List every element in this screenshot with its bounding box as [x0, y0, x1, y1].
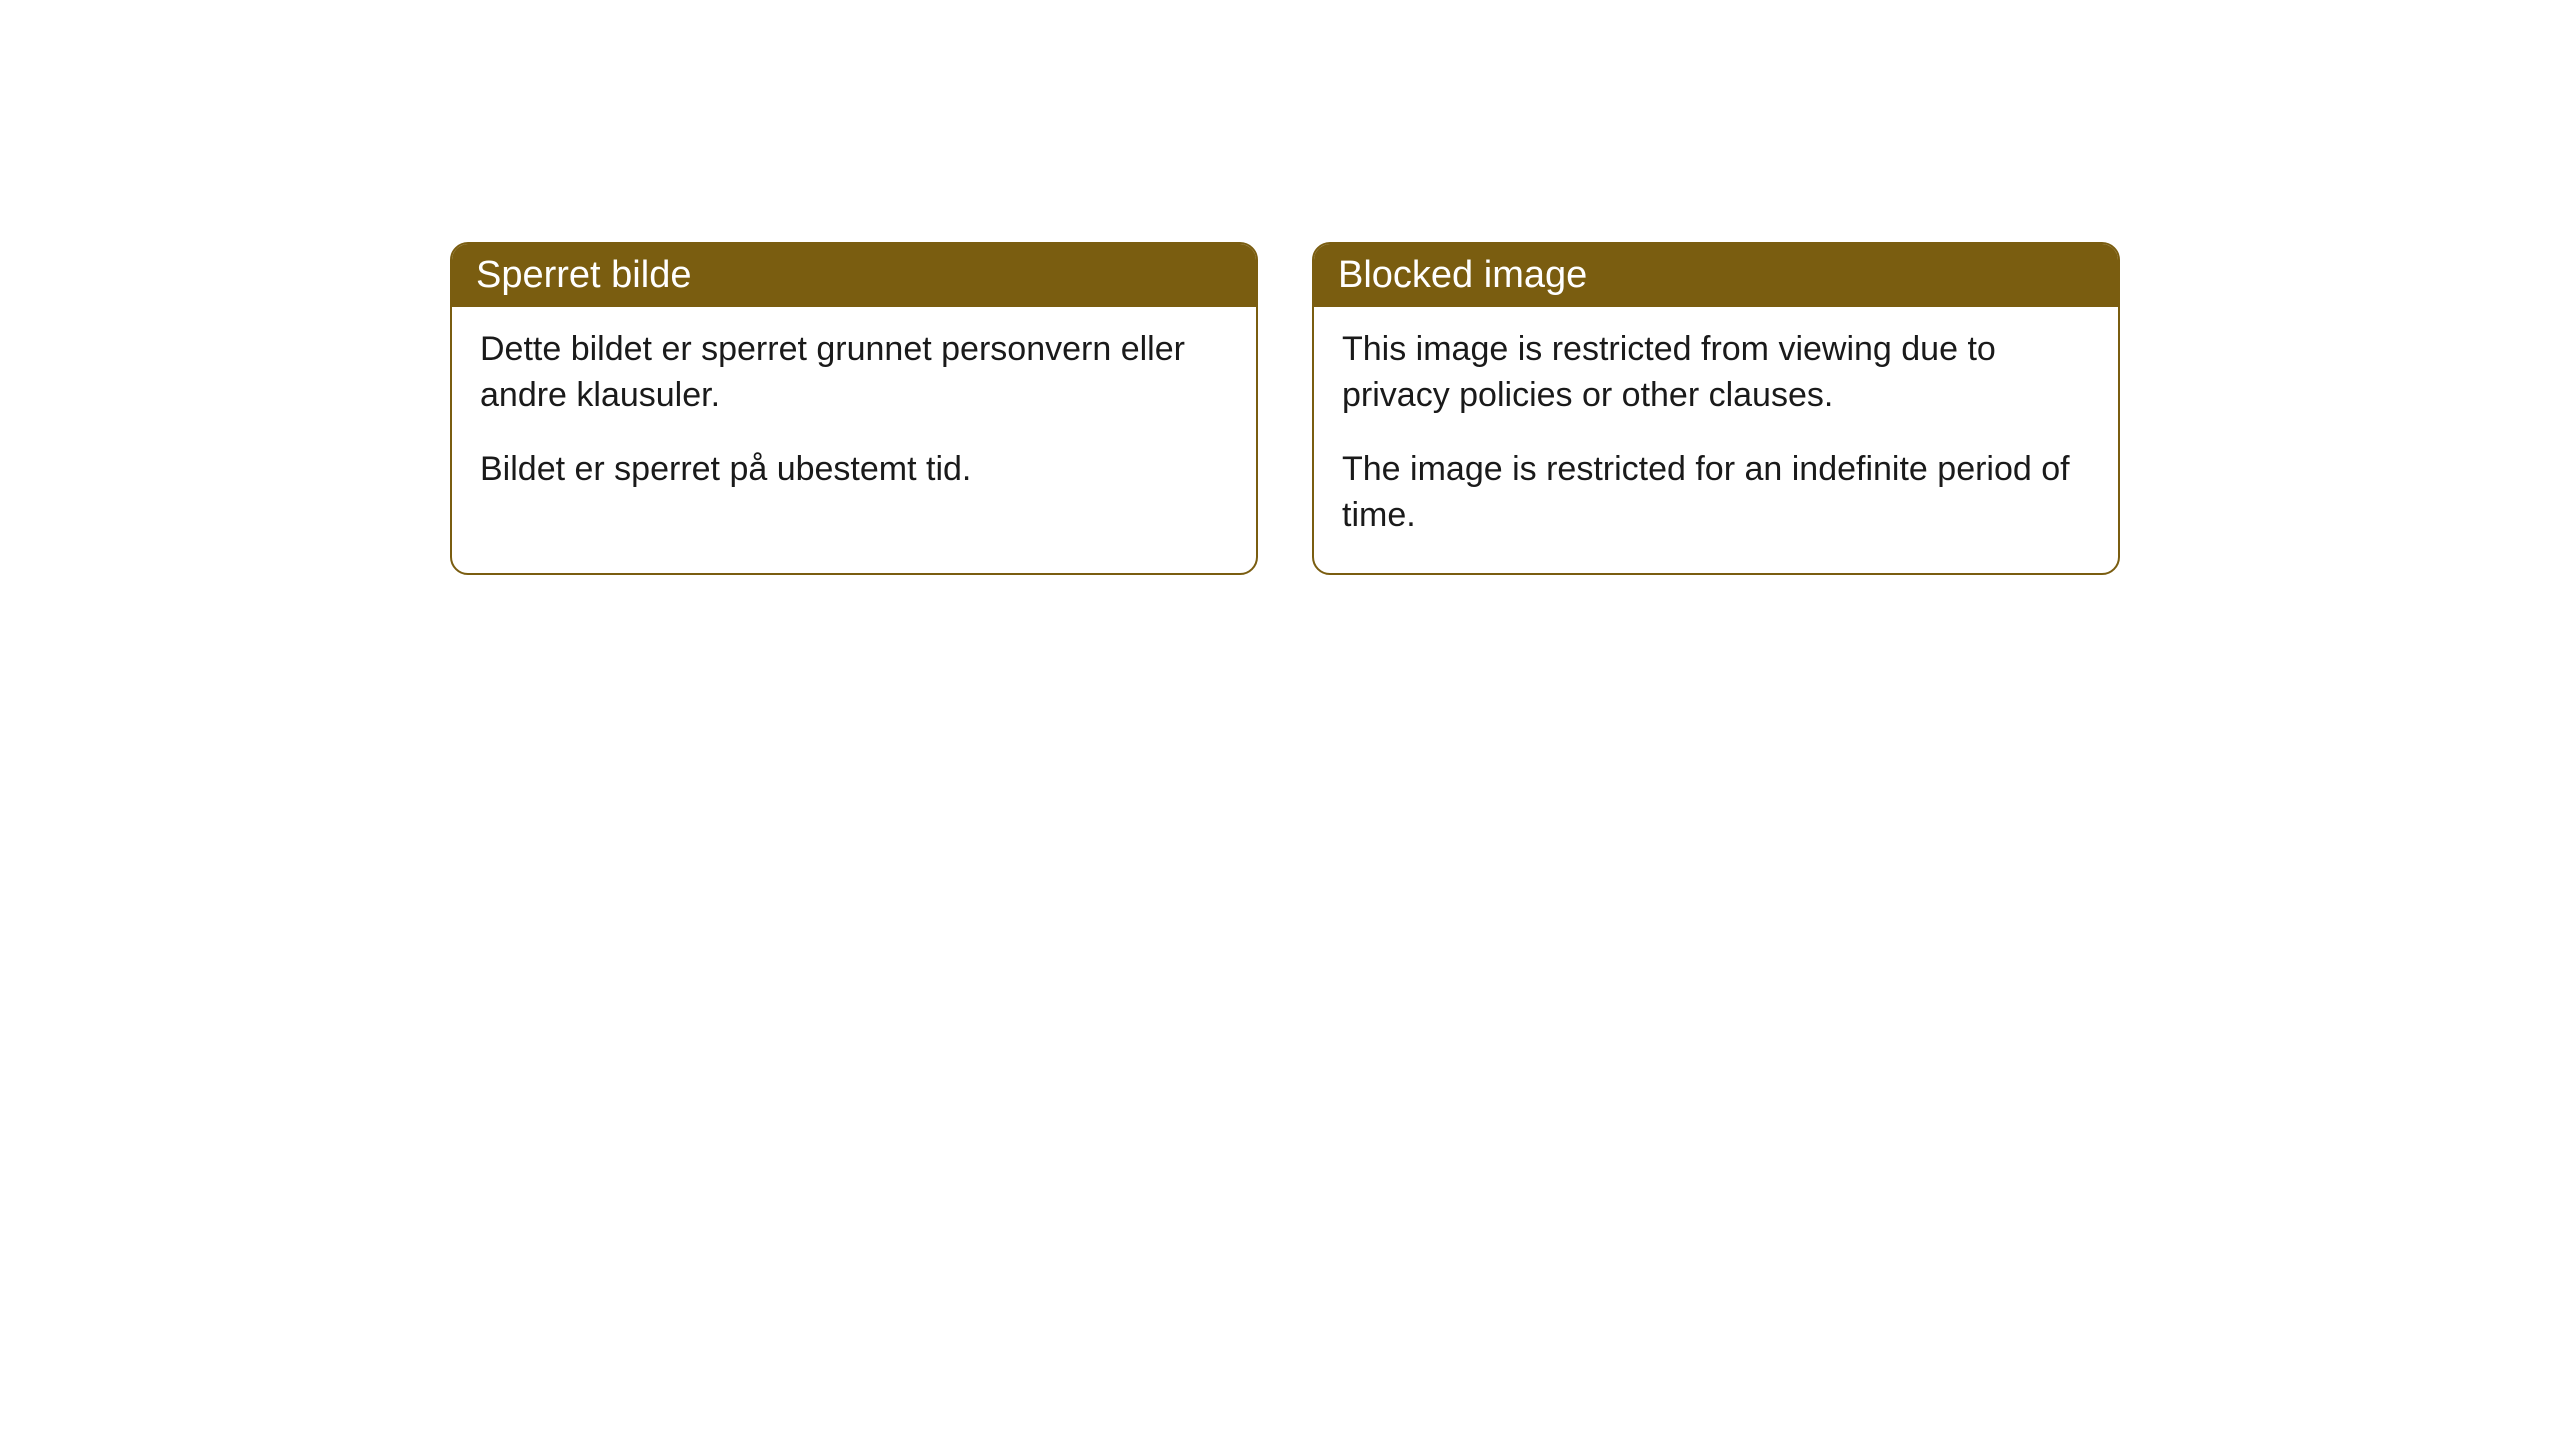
- cards-container: Sperret bilde Dette bildet er sperret gr…: [450, 242, 2120, 575]
- card-paragraph-1-norwegian: Dette bildet er sperret grunnet personve…: [480, 327, 1228, 419]
- card-header-english: Blocked image: [1314, 244, 2118, 307]
- card-paragraph-2-norwegian: Bildet er sperret på ubestemt tid.: [480, 447, 1228, 493]
- blocked-image-card-english: Blocked image This image is restricted f…: [1312, 242, 2120, 575]
- card-body-norwegian: Dette bildet er sperret grunnet personve…: [452, 307, 1256, 527]
- blocked-image-card-norwegian: Sperret bilde Dette bildet er sperret gr…: [450, 242, 1258, 575]
- card-paragraph-1-english: This image is restricted from viewing du…: [1342, 327, 2090, 419]
- card-header-norwegian: Sperret bilde: [452, 244, 1256, 307]
- card-paragraph-2-english: The image is restricted for an indefinit…: [1342, 447, 2090, 539]
- card-body-english: This image is restricted from viewing du…: [1314, 307, 2118, 573]
